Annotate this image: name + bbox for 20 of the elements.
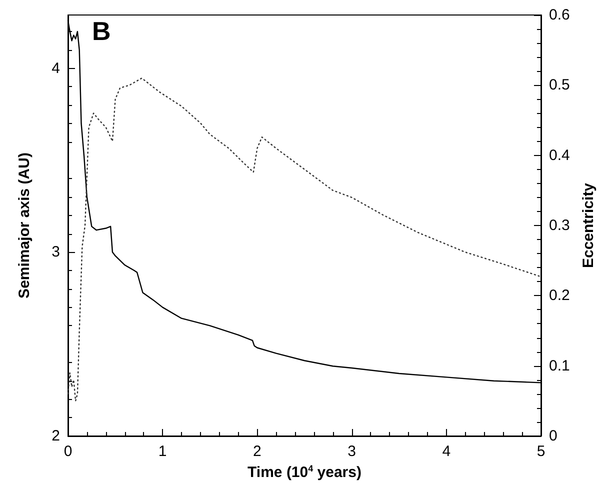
x-tick-label: 5 [536,443,546,460]
y2-tick-label: 0.1 [549,357,570,374]
x-tick-label: 0 [64,443,72,460]
y2-tick-label: 0.3 [549,217,570,234]
y-axis-title: Semimajor axis (AU) [16,152,33,298]
y2-axis-title: Eccentricity [580,182,597,268]
x-tick-label: 3 [348,443,356,460]
x-tick-label: 1 [158,443,167,460]
annotation: B [92,16,111,46]
line-series [67,78,542,402]
y2-tick-label: 0.6 [549,6,570,24]
y-tick-label: 4 [52,60,60,77]
x-tick-label: 2 [253,443,262,460]
x-tick-label: 4 [442,443,451,460]
y2-tick-label: 0.2 [549,287,570,304]
y-tick-label: 2 [52,428,60,444]
y2-tick-label: 0 [549,428,558,444]
y-tick-label: 3 [52,244,60,261]
y2-tick-label: 0.5 [549,76,570,94]
y2-tick-label: 0.4 [549,146,570,164]
